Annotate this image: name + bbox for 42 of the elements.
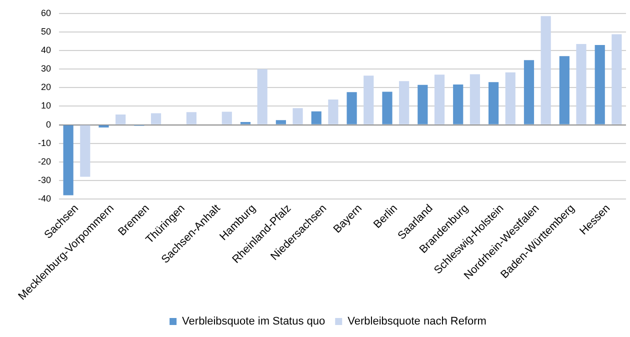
bar — [346, 92, 357, 124]
bar — [63, 125, 74, 196]
y-tick-label: -30 — [38, 174, 52, 185]
bar — [434, 74, 445, 124]
bar — [116, 114, 126, 124]
bar — [276, 120, 286, 124]
y-tick-label: 20 — [40, 82, 52, 92]
bar — [612, 34, 622, 124]
bar — [505, 72, 516, 124]
bar — [328, 100, 338, 124]
bar — [470, 74, 480, 124]
bar — [559, 56, 570, 124]
y-tick-label: 30 — [40, 64, 52, 74]
bar — [594, 44, 605, 124]
bar — [453, 84, 464, 124]
y-tick-label: -40 — [38, 194, 52, 204]
bar — [524, 60, 534, 124]
bar — [311, 111, 322, 124]
bar — [382, 92, 392, 124]
bar — [292, 108, 303, 124]
legend-label: Verbleibsquote im Status quo — [182, 316, 326, 328]
bar — [150, 113, 162, 124]
bar — [418, 84, 428, 124]
y-tick-label: 10 — [40, 100, 52, 111]
y-tick-label: 0 — [46, 119, 52, 130]
y-tick-label: 60 — [40, 8, 52, 18]
y-tick-label: 40 — [40, 45, 52, 56]
bar — [540, 16, 551, 124]
bar — [576, 44, 586, 124]
bar — [240, 122, 251, 124]
bar — [80, 125, 90, 177]
bar — [186, 112, 197, 124]
legend-label: Verbleibsquote nach Reform — [348, 316, 486, 328]
bar — [364, 76, 374, 124]
y-tick-label: -20 — [38, 156, 52, 166]
bar — [488, 82, 499, 124]
bar — [399, 81, 410, 124]
bar — [98, 125, 109, 128]
bar — [222, 112, 232, 124]
y-tick-label: 50 — [40, 26, 52, 36]
y-tick-label: -10 — [38, 138, 52, 148]
bar — [257, 69, 268, 124]
